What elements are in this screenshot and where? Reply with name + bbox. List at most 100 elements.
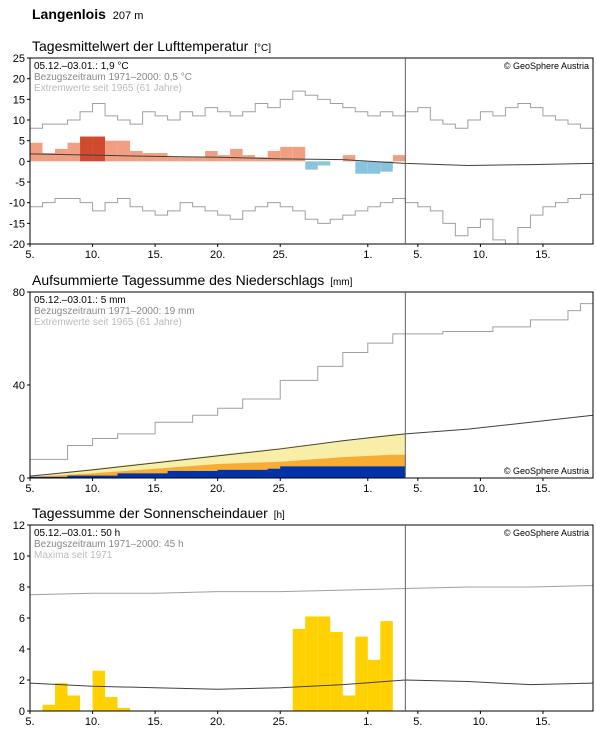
station-altitude: 207 m bbox=[112, 10, 144, 22]
temperature-bar bbox=[255, 157, 268, 162]
sunshine-bar bbox=[105, 697, 118, 711]
temperature-xtick-label: 15. bbox=[147, 249, 162, 261]
sunshine-bar bbox=[330, 631, 343, 711]
temperature-unit: [°C] bbox=[254, 43, 271, 54]
temperature-bar bbox=[117, 140, 131, 162]
sunshine-xtick-label: 5. bbox=[25, 716, 34, 728]
sunshine-bar bbox=[67, 695, 81, 711]
sunshine-ytick-label: 6 bbox=[19, 613, 25, 625]
precipitation-info-reference: Bezugszeitraum 1971–2000: 19 mm bbox=[34, 306, 195, 317]
precipitation-ytick-label: 40 bbox=[13, 380, 25, 392]
sunshine-info-reference: Bezugszeitraum 1971–2000: 45 h bbox=[34, 539, 184, 550]
sunshine-bar bbox=[305, 616, 318, 711]
sunshine-bar bbox=[92, 670, 106, 711]
sunshine-bar bbox=[355, 636, 368, 711]
sunshine-max-record-line bbox=[29, 584, 594, 596]
sunshine-ytick-label: 10 bbox=[13, 551, 25, 563]
temperature-bar bbox=[80, 136, 93, 162]
precipitation-title: Aufsummierte Tagessumme des Niederschlag… bbox=[32, 272, 325, 288]
precipitation-ytick-label: 0 bbox=[19, 473, 25, 485]
sunshine-bar bbox=[42, 704, 56, 711]
sunshine-xtick-label: 25. bbox=[273, 716, 288, 728]
temperature-bar bbox=[230, 148, 243, 162]
precipitation-xtick-label: 15. bbox=[535, 483, 550, 495]
precipitation-normal-line bbox=[29, 414, 594, 477]
temperature-info-reference: Bezugszeitraum 1971–2000: 0,5 °C bbox=[34, 72, 192, 83]
temperature-bar bbox=[92, 136, 106, 162]
sunshine-bar bbox=[292, 628, 306, 711]
temperature-bar bbox=[380, 161, 393, 172]
precipitation-xtick-label: 25. bbox=[273, 483, 288, 495]
temperature-ytick-label: 20 bbox=[13, 74, 25, 86]
temperature-bar bbox=[292, 146, 306, 162]
temperature-bar bbox=[142, 153, 156, 162]
precipitation-credit: © GeoSphere Austria bbox=[504, 466, 589, 476]
temperature-panel-title: Tagesmittelwert der Lufttemperatur [°C] bbox=[32, 38, 271, 54]
precipitation-ytick-label: 80 bbox=[13, 287, 25, 299]
temperature-bar bbox=[305, 161, 318, 170]
temperature-ytick-label: -20 bbox=[9, 239, 25, 251]
precipitation-max-record-line bbox=[30, 301, 594, 460]
sunshine-ytick-label: 2 bbox=[19, 675, 25, 687]
precipitation-panel-title: Aufsummierte Tagessumme des Niederschlag… bbox=[32, 272, 352, 288]
temperature-ytick-label: -10 bbox=[9, 198, 25, 210]
sunshine-bar bbox=[367, 659, 381, 711]
sunshine-xtick-label: 10. bbox=[85, 716, 100, 728]
temperature-bar bbox=[192, 157, 206, 162]
sunshine-normal-line bbox=[29, 679, 594, 690]
station-name: Langenlois bbox=[32, 6, 106, 22]
temperature-bar bbox=[30, 142, 43, 162]
temperature-ytick-label: 10 bbox=[13, 115, 25, 127]
temperature-normal-line bbox=[29, 153, 594, 166]
sunshine-info-extremes: Maxima seit 1971 bbox=[34, 550, 113, 561]
temperature-bar bbox=[317, 161, 331, 166]
sunshine-xtick-label: 20. bbox=[210, 716, 225, 728]
temperature-xtick-label: 1. bbox=[363, 249, 372, 261]
sunshine-ytick-label: 8 bbox=[19, 582, 25, 594]
temperature-title: Tagesmittelwert der Lufttemperatur bbox=[32, 38, 249, 54]
sunshine-panel-title: Tagessumme der Sonnenscheindauer [h] bbox=[32, 505, 285, 521]
temperature-ytick-label: 0 bbox=[19, 156, 25, 168]
sunshine-xtick-label: 1. bbox=[363, 716, 372, 728]
temperature-bar bbox=[105, 140, 118, 162]
temperature-xtick-label: 15. bbox=[535, 249, 550, 261]
precipitation-xtick-label: 5. bbox=[25, 483, 34, 495]
temperature-ytick-label: -5 bbox=[15, 177, 25, 189]
temperature-frame bbox=[29, 57, 594, 245]
sunshine-bar bbox=[342, 695, 356, 711]
temperature-ytick-label: 5 bbox=[19, 136, 25, 148]
sunshine-ytick-label: 12 bbox=[13, 520, 25, 532]
precipitation-xtick-label: 15. bbox=[147, 483, 162, 495]
sunshine-unit: [h] bbox=[273, 510, 285, 521]
temperature-bar bbox=[342, 155, 356, 162]
sunshine-bar bbox=[317, 616, 331, 711]
sunshine-xtick-label: 15. bbox=[147, 716, 162, 728]
temperature-bar bbox=[167, 157, 181, 162]
temperature-info-extremes: Extremwerte seit 1965 (61 Jahre) bbox=[34, 83, 182, 94]
sunshine-ytick-label: 4 bbox=[19, 644, 25, 656]
sunshine-ytick-label: 0 bbox=[19, 706, 25, 718]
temperature-ytick-label: 25 bbox=[13, 53, 25, 65]
sunshine-credit: © GeoSphere Austria bbox=[504, 528, 589, 538]
page-title: Langenlois 207 m bbox=[32, 6, 143, 22]
temperature-bar bbox=[355, 161, 368, 174]
precipitation-xtick-label: 20. bbox=[210, 483, 225, 495]
sunshine-xtick-label: 5. bbox=[413, 716, 422, 728]
temperature-xtick-label: 5. bbox=[25, 249, 34, 261]
temperature-ytick-label: -15 bbox=[9, 218, 25, 230]
precipitation-unit: [mm] bbox=[330, 277, 353, 288]
temperature-xtick-label: 25. bbox=[273, 249, 288, 261]
sunshine-bar bbox=[117, 707, 131, 711]
temperature-bar bbox=[205, 151, 218, 162]
precipitation-info-extremes: Extremwerte seit 1965 (61 Jahre) bbox=[34, 317, 182, 328]
temperature-bar bbox=[42, 153, 56, 162]
temperature-bar bbox=[267, 151, 281, 162]
temperature-bar bbox=[392, 155, 406, 162]
precipitation-xtick-label: 1. bbox=[363, 483, 372, 495]
precipitation-actual-area bbox=[30, 466, 406, 478]
temperature-xtick-label: 20. bbox=[210, 249, 225, 261]
temperature-bar bbox=[155, 153, 168, 162]
temperature-min-record-line bbox=[30, 193, 593, 245]
temperature-xtick-label: 5. bbox=[413, 249, 422, 261]
